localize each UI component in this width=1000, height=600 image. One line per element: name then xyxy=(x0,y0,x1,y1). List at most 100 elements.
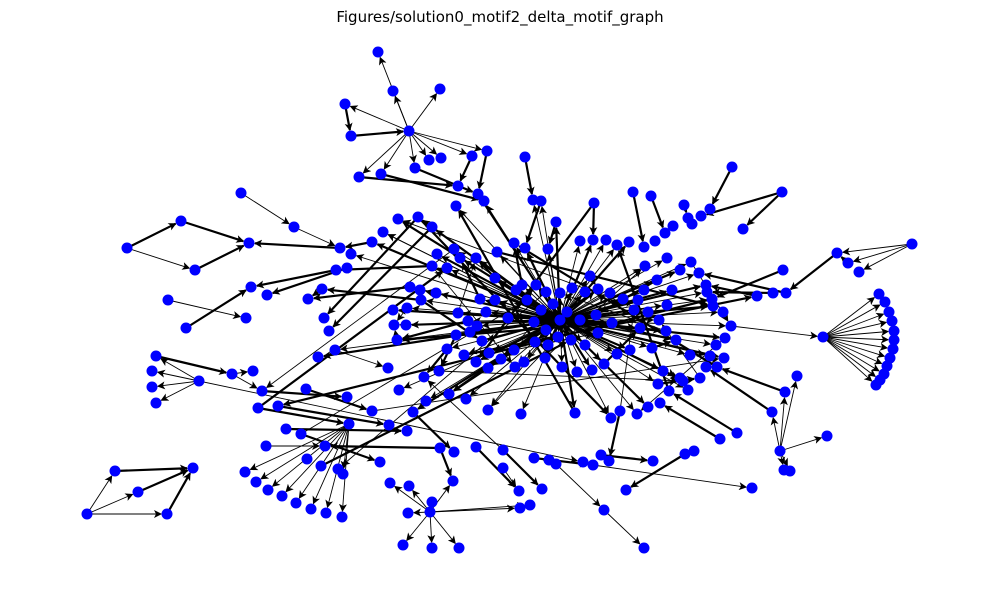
node-229 xyxy=(645,190,657,202)
node-219 xyxy=(659,227,671,239)
node-162 xyxy=(366,236,378,248)
node-106 xyxy=(784,465,796,477)
node-83 xyxy=(397,539,409,551)
edge-138 xyxy=(408,93,438,132)
node-130 xyxy=(418,371,430,383)
node-183 xyxy=(592,283,604,295)
edge-190 xyxy=(841,243,913,256)
edge-283 xyxy=(329,442,441,451)
node-125 xyxy=(642,401,654,413)
node-207 xyxy=(606,317,618,329)
edge-20 xyxy=(459,209,561,321)
node-249 xyxy=(684,349,696,361)
node-59 xyxy=(343,418,355,430)
edge-296 xyxy=(457,262,476,314)
node-44 xyxy=(193,375,205,387)
node-149 xyxy=(454,252,466,264)
node-93 xyxy=(587,459,599,471)
node-212 xyxy=(574,235,586,247)
node-266 xyxy=(853,266,865,278)
edge-174 xyxy=(406,511,431,542)
edge-153 xyxy=(156,380,200,390)
node-166 xyxy=(489,294,501,306)
node-151 xyxy=(491,246,503,258)
node-233 xyxy=(661,252,673,264)
node-88 xyxy=(513,485,525,497)
edge-219 xyxy=(194,244,245,271)
node-193 xyxy=(571,366,583,378)
node-205 xyxy=(579,339,591,351)
node-140 xyxy=(388,319,400,331)
edge-234 xyxy=(277,404,385,427)
node-262 xyxy=(777,264,789,276)
node-73 xyxy=(290,497,302,509)
edge-165 xyxy=(312,423,350,505)
edge-248 xyxy=(664,405,721,440)
node-101 xyxy=(714,433,726,445)
edge-252 xyxy=(711,166,733,205)
node-169 xyxy=(483,347,495,359)
node-127 xyxy=(663,385,675,397)
node-197 xyxy=(482,362,494,374)
node-96 xyxy=(620,484,632,496)
node-55 xyxy=(319,440,331,452)
edge-280 xyxy=(300,302,523,435)
node-141 xyxy=(400,319,412,331)
edge-292 xyxy=(431,265,512,364)
node-104 xyxy=(774,445,786,457)
node-246 xyxy=(700,361,712,373)
node-234 xyxy=(674,264,686,276)
edge-242 xyxy=(502,449,539,486)
node-230 xyxy=(627,186,639,198)
edge-148 xyxy=(293,226,336,247)
node-119 xyxy=(569,407,581,419)
node-41 xyxy=(146,365,158,377)
edge-122 xyxy=(559,319,676,376)
node-79 xyxy=(403,480,415,492)
edge-313 xyxy=(518,245,718,368)
edge-193 xyxy=(822,297,876,338)
node-120 xyxy=(577,456,589,468)
node-204 xyxy=(565,334,577,346)
node-124 xyxy=(631,408,643,420)
node-206 xyxy=(592,327,604,339)
node-261 xyxy=(767,287,779,299)
edge-267 xyxy=(512,247,524,286)
node-69 xyxy=(239,466,251,478)
node-263 xyxy=(780,287,792,299)
edge-293 xyxy=(496,250,709,307)
edge-270 xyxy=(461,262,481,300)
node-56 xyxy=(315,460,327,472)
node-289 xyxy=(462,315,474,327)
node-103 xyxy=(746,482,758,494)
node-259 xyxy=(694,372,706,384)
node-220 xyxy=(667,220,679,232)
node-110 xyxy=(791,370,803,382)
node-159 xyxy=(412,211,424,223)
node-172 xyxy=(518,356,530,368)
node-90 xyxy=(514,502,526,514)
node-253 xyxy=(661,299,673,311)
edge-235 xyxy=(285,426,403,435)
node-190 xyxy=(611,348,623,360)
edge-315 xyxy=(600,279,658,313)
node-244 xyxy=(710,339,722,351)
node-211 xyxy=(547,298,559,310)
edge-183 xyxy=(592,464,748,491)
edge-137 xyxy=(394,95,410,132)
edge-254 xyxy=(705,190,783,217)
node-138 xyxy=(387,304,399,316)
node-287 xyxy=(441,343,453,355)
node-188 xyxy=(634,322,646,334)
node-144 xyxy=(430,287,442,299)
node-75 xyxy=(320,507,332,519)
node-158 xyxy=(450,200,462,212)
node-23 xyxy=(121,242,133,254)
node-241 xyxy=(717,306,729,318)
node-100 xyxy=(688,445,700,457)
node-282 xyxy=(550,216,562,228)
node-161 xyxy=(377,226,389,238)
edge-205 xyxy=(730,325,819,340)
node-3 xyxy=(434,83,446,95)
node-35 xyxy=(341,262,353,274)
